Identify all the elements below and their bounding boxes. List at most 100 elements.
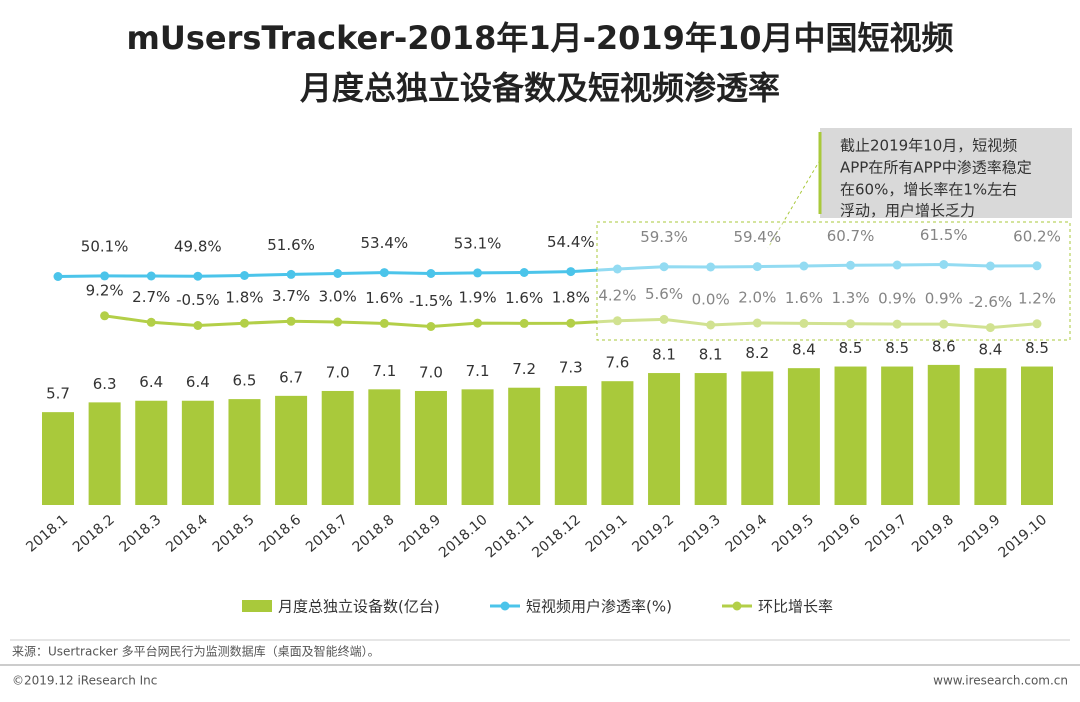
point <box>1032 261 1042 271</box>
data-label: 6.7 <box>279 368 303 386</box>
point <box>706 320 716 330</box>
data-label: 0.0% <box>692 291 730 309</box>
data-label: 7.3 <box>559 359 583 377</box>
point <box>379 268 389 278</box>
data-label: 1.6% <box>785 289 823 307</box>
legend-swatch <box>500 601 510 611</box>
bar <box>414 390 447 505</box>
x-tick-label: 2018.8 <box>350 512 398 556</box>
data-label: 1.6% <box>505 289 543 307</box>
point <box>286 316 296 326</box>
point <box>239 271 249 280</box>
x-tick-label: 2019.6 <box>816 512 864 556</box>
bar <box>181 400 214 505</box>
point <box>1032 319 1042 329</box>
point <box>519 318 529 328</box>
point <box>426 269 436 278</box>
point <box>612 316 622 326</box>
data-label: 50.1% <box>81 237 129 255</box>
point <box>752 262 762 272</box>
point <box>53 272 63 281</box>
point <box>100 311 110 321</box>
point <box>985 261 995 271</box>
x-tick-label: 2018.5 <box>210 512 258 556</box>
bar <box>974 368 1007 505</box>
x-tick-label: 2018.4 <box>163 512 211 556</box>
point <box>426 322 436 331</box>
chart-title: mUsersTracker-2018年1月-2019年10月中国短视频 <box>127 19 954 57</box>
data-label: 53.1% <box>454 234 502 252</box>
data-label: 1.3% <box>831 289 869 307</box>
annotation-leader <box>767 159 821 249</box>
point <box>100 271 110 281</box>
data-label: -0.5% <box>176 291 220 309</box>
legend-label: 月度总独立设备数(亿台) <box>278 598 440 616</box>
bar <box>135 400 168 505</box>
point <box>939 260 949 269</box>
data-label: 2.7% <box>132 288 170 306</box>
bar <box>601 381 634 505</box>
x-tick-label: 2019.5 <box>769 512 817 556</box>
point <box>239 318 249 328</box>
legend: 月度总独立设备数(亿台) 短视频用户渗透率(%) 环比增长率 <box>242 598 833 616</box>
data-label: 61.5% <box>920 226 968 244</box>
point <box>566 318 576 328</box>
data-label: 7.2 <box>512 360 536 378</box>
point <box>985 323 995 333</box>
point <box>333 269 343 278</box>
data-label: 51.6% <box>267 236 315 254</box>
legend-label: 短视频用户渗透率(%) <box>526 598 672 616</box>
data-label: 4.2% <box>598 286 636 304</box>
bar <box>1021 366 1053 505</box>
data-label: 1.8% <box>552 289 590 307</box>
annotation-box <box>820 128 1072 218</box>
data-label: 7.0 <box>326 363 350 381</box>
data-label: 7.1 <box>466 362 490 380</box>
data-label: 8.4 <box>792 341 816 359</box>
bar <box>927 364 960 505</box>
data-label: 5.6% <box>645 285 683 303</box>
data-label: 60.2% <box>1013 227 1061 245</box>
x-tick-label: 2019.2 <box>629 512 677 556</box>
line <box>57 262 1038 278</box>
x-tick-label: 2018.2 <box>70 512 118 556</box>
bar <box>368 389 401 505</box>
x-tick-label: 2018.10 <box>436 512 491 561</box>
data-label: 8.1 <box>699 346 723 364</box>
data-label: 2.0% <box>738 289 776 307</box>
x-tick-label: 2018.7 <box>303 512 351 556</box>
data-label: 8.5 <box>839 339 863 357</box>
data-label: 6.4 <box>186 373 210 391</box>
bar <box>42 412 74 505</box>
point <box>659 314 669 324</box>
bar <box>787 368 820 505</box>
data-label: 1.6% <box>365 289 403 307</box>
data-label: 8.5 <box>885 339 909 357</box>
bar <box>228 399 261 505</box>
point <box>752 318 762 328</box>
data-label: 59.3% <box>640 228 688 246</box>
bar <box>321 390 354 505</box>
point <box>939 319 949 329</box>
data-label: 59.4% <box>733 228 781 246</box>
data-label: 5.7 <box>46 385 70 403</box>
data-label: 3.0% <box>319 288 357 306</box>
x-tick-label: 2018.11 <box>483 512 538 561</box>
bar <box>881 366 914 505</box>
annotation: 浮动，用户增长乏力 <box>840 202 975 220</box>
data-label: 9.2% <box>86 281 124 299</box>
point <box>566 267 576 277</box>
bar <box>461 389 494 505</box>
data-label: 3.7% <box>272 287 310 305</box>
point <box>892 260 902 270</box>
data-label: 60.7% <box>827 227 875 245</box>
point <box>799 261 809 271</box>
data-label: 49.8% <box>174 238 222 256</box>
point <box>286 269 296 279</box>
data-label: 8.5 <box>1025 339 1049 357</box>
point <box>333 317 343 327</box>
x-tick-label: 2018.3 <box>117 512 165 556</box>
x-tick-label: 2018.12 <box>529 512 584 561</box>
data-label: 8.4 <box>978 341 1002 359</box>
data-label: 6.3 <box>93 375 117 393</box>
